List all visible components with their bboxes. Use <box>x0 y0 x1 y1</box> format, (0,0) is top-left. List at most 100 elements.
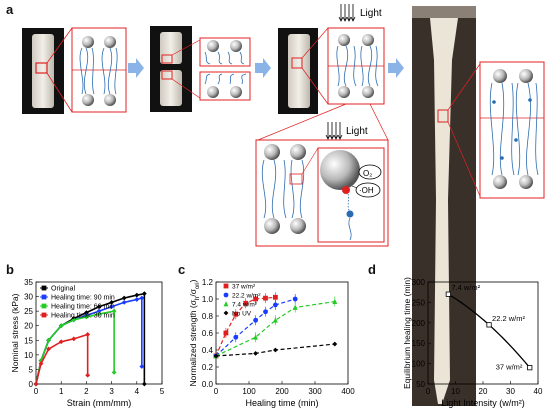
panel-label-b: b <box>6 262 14 277</box>
x-tick-label-b: 2 <box>84 387 89 396</box>
y-tick-label-b: 30 <box>24 293 33 302</box>
data-point-d <box>486 322 492 328</box>
x-tick-label-c: 0 <box>214 387 219 396</box>
y-tick-label-b: 35 <box>24 278 33 287</box>
data-point-d <box>527 365 533 371</box>
data-point-c <box>223 330 229 336</box>
data-point-c <box>292 304 298 310</box>
x-tick-label-b: 3 <box>109 387 114 396</box>
data-point-b <box>121 300 127 305</box>
y-tick-label-d: 100 <box>412 360 426 369</box>
data-point-b <box>134 297 140 302</box>
y-tick-label-c: 1.2 <box>202 278 214 287</box>
light-label-zoom: Light <box>346 126 368 137</box>
legend-label-c: 37 w/m² <box>232 284 256 291</box>
light-arrows-zoom <box>325 122 343 140</box>
process-arrow-2 <box>255 58 271 78</box>
legend-label-b: Healing time: 90 min <box>51 295 115 302</box>
data-point-b <box>111 308 117 314</box>
data-point-b <box>96 304 102 310</box>
data-point-b <box>71 336 77 342</box>
series-fit-c-1 <box>215 298 296 357</box>
x-tick-label-b: 1 <box>59 387 64 396</box>
y-tick-label-b: 15 <box>24 336 33 345</box>
data-point-c <box>213 353 219 359</box>
x-tick-label-d: 30 <box>506 387 515 396</box>
data-point-b <box>134 292 140 298</box>
legend-marker-c <box>223 283 229 289</box>
data-point-b <box>71 317 77 323</box>
data-point-c <box>253 317 258 323</box>
data-point-c <box>273 317 278 323</box>
y-tick-label-d: 200 <box>412 319 426 328</box>
data-point-b <box>84 314 89 320</box>
legend-label-c: No UV <box>232 311 252 318</box>
data-point-c <box>273 347 278 353</box>
data-point-b <box>33 381 39 387</box>
annotation-d: 37 w/m² <box>496 363 523 372</box>
data-point-c <box>233 311 239 317</box>
data-point-c <box>263 309 268 315</box>
process-arrow-3 <box>388 58 404 78</box>
plot-frame-b <box>35 281 163 385</box>
data-point-b <box>46 337 51 343</box>
data-point-c <box>233 334 239 340</box>
data-point-b <box>139 295 145 301</box>
oxygen-label: O₂ <box>363 169 372 178</box>
y-tick-label-c: 0.6 <box>202 329 214 338</box>
series-fit-c-3 <box>215 343 335 357</box>
series-fit-c-2 <box>215 300 335 357</box>
data-point-c <box>273 294 278 300</box>
x-tick-label-c: 100 <box>242 387 256 396</box>
process-arrow-1 <box>128 58 144 78</box>
legend-marker-c <box>223 310 229 316</box>
y-tick-label-c: 0.8 <box>202 312 214 321</box>
light-label-top: Light <box>360 8 382 19</box>
data-point-b <box>85 332 91 337</box>
x-tick-label-d: 10 <box>451 387 460 396</box>
legend-label-c: 22.2 w/m² <box>232 293 261 300</box>
y-tick-label-b: 25 <box>24 307 33 316</box>
data-point-c <box>253 296 258 302</box>
y-axis-label-c: Normalized strength (σh/σori) <box>188 279 201 386</box>
data-point-b <box>96 311 102 317</box>
legend-label-b: Healing time: 60 min <box>51 304 115 311</box>
data-point-b <box>141 381 147 387</box>
x-tick-label-d: 20 <box>479 387 488 396</box>
hydroxyl-label: ·OH <box>359 186 374 195</box>
data-point-c <box>292 296 298 302</box>
data-point-c <box>253 351 258 356</box>
x-axis-label-c: Healing time (min) <box>245 398 318 408</box>
data-point-b <box>58 339 64 345</box>
x-tick-label-c: 400 <box>341 387 355 396</box>
data-point-c <box>332 341 338 347</box>
y-tick-label-c: 0.4 <box>202 346 214 355</box>
data-point-c <box>273 302 278 308</box>
data-point-b <box>46 346 51 352</box>
annotation-d: 22.2 w/m² <box>492 314 525 323</box>
light-arrows-top <box>338 4 356 22</box>
legend-label-c: 7.4 w/m² <box>232 302 258 309</box>
data-point-b <box>111 369 117 375</box>
panel-label-c: c <box>178 262 186 277</box>
x-tick-label-c: 200 <box>275 387 289 396</box>
data-point-b <box>141 291 147 297</box>
x-axis-label-b: Strain (mm/mm) <box>67 398 132 408</box>
annotation-d: 7.4 w/m² <box>451 283 480 292</box>
y-axis-label-b: Nominal stress (kPa) <box>10 293 20 372</box>
y-tick-label-d: 250 <box>412 298 426 307</box>
y-tick-label-d: 300 <box>412 278 426 287</box>
data-point-b <box>109 304 114 310</box>
x-tick-label-c: 300 <box>308 387 322 396</box>
x-tick-label-b: 0 <box>34 387 39 396</box>
legend-label-b: Healing time: 30 min <box>51 313 115 320</box>
data-point-b <box>139 364 145 369</box>
data-point-b <box>109 300 114 305</box>
y-tick-label-b: 10 <box>24 351 33 360</box>
y-tick-label-c: 0.0 <box>202 380 214 389</box>
y-tick-label-c: 0.2 <box>202 363 214 372</box>
x-tick-label-d: 40 <box>534 387 543 396</box>
legend-marker-c <box>223 292 229 298</box>
